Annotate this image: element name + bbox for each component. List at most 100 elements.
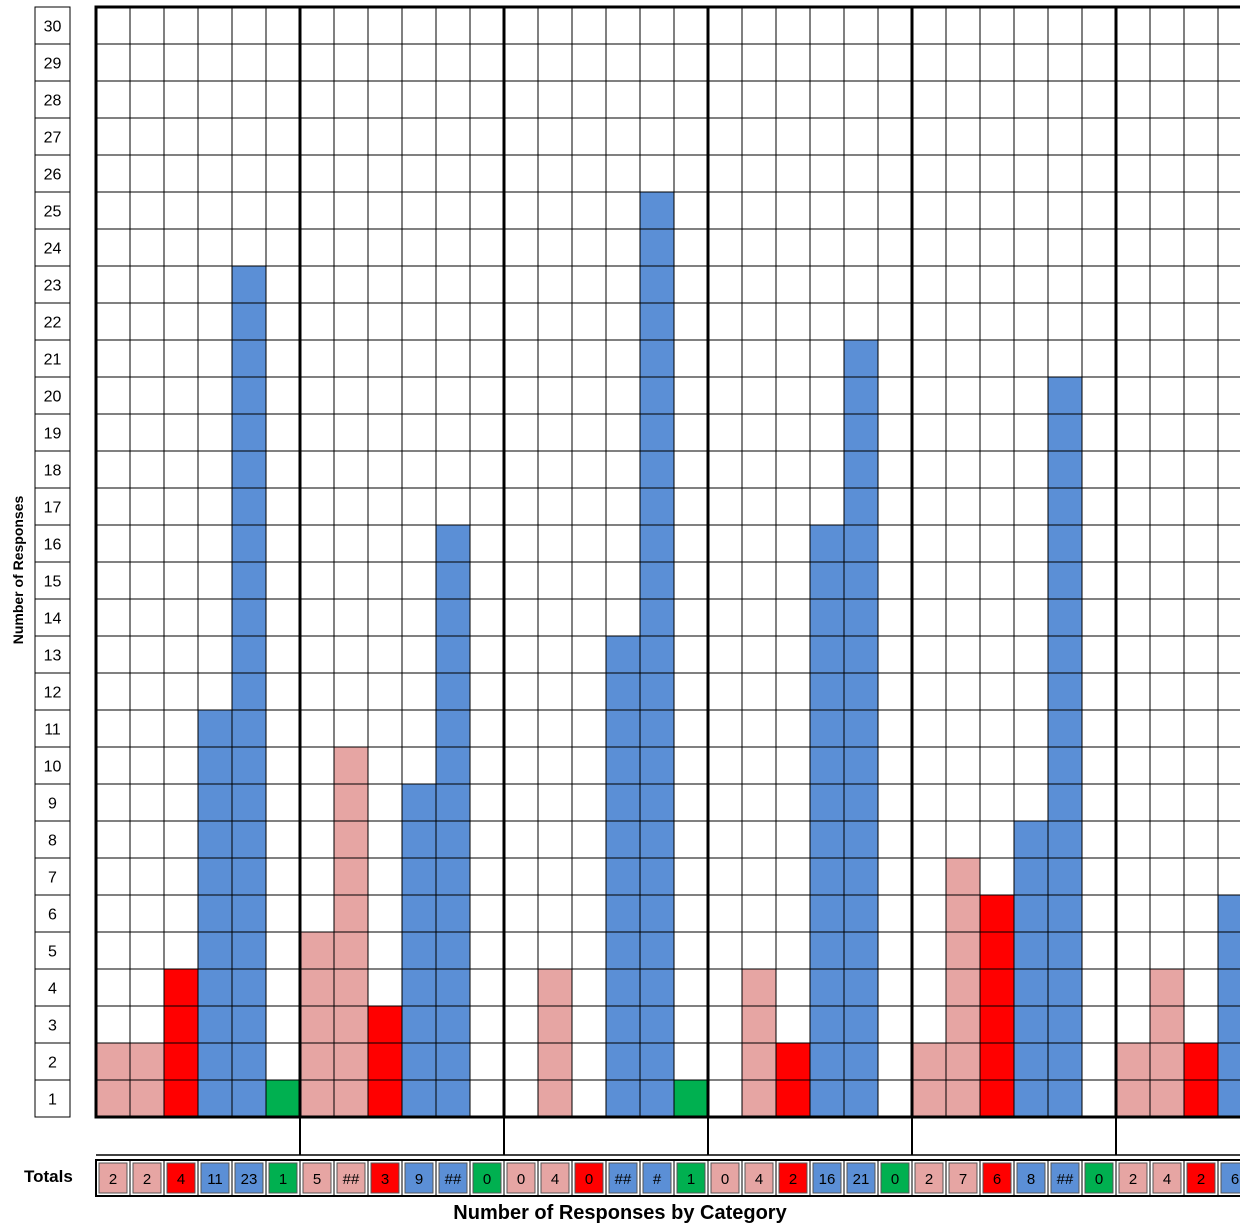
y-tick-label: 30 (44, 19, 62, 36)
y-tick-box (34, 487, 71, 526)
y-tick-box (34, 117, 71, 156)
totals-cell (778, 1162, 808, 1194)
y-tick-label: 2 (48, 1055, 57, 1072)
totals-value: 4 (1163, 1171, 1171, 1188)
totals-value: 9 (415, 1171, 423, 1188)
totals-label: Totals (24, 1167, 73, 1186)
y-tick-label: 17 (44, 500, 62, 517)
y-tick-label: 19 (44, 426, 62, 443)
y-tick-box (34, 6, 71, 45)
totals-cell (200, 1162, 230, 1194)
y-tick-label: 9 (48, 796, 57, 813)
totals-cell (336, 1162, 366, 1194)
y-tick-label: 16 (44, 537, 62, 554)
totals-cell (710, 1162, 740, 1194)
y-tick-label: 22 (44, 315, 62, 332)
y-tick-label: 5 (48, 944, 57, 961)
totals-value: 3 (381, 1171, 389, 1188)
bar (299, 931, 335, 1118)
totals-cell (744, 1162, 774, 1194)
y-tick-box (34, 709, 71, 748)
bar (673, 1079, 709, 1118)
totals-value: 4 (755, 1171, 763, 1188)
totals-cell (676, 1162, 706, 1194)
totals-cell (1084, 1162, 1114, 1194)
totals-value: 21 (853, 1171, 870, 1188)
totals-value: 1 (687, 1171, 695, 1188)
totals-value: 8 (1027, 1171, 1035, 1188)
totals-value: 4 (551, 1171, 559, 1188)
y-tick-box (34, 635, 71, 674)
y-tick-box (34, 265, 71, 304)
totals-cell (642, 1162, 672, 1194)
totals-cell (540, 1162, 570, 1194)
y-tick-label: 8 (48, 833, 57, 850)
totals-cell (234, 1162, 264, 1194)
totals-value: 11 (207, 1171, 223, 1188)
y-tick-label: 1 (48, 1092, 57, 1109)
y-tick-label: 27 (44, 130, 62, 147)
totals-cell (608, 1162, 638, 1194)
bar (639, 191, 675, 1118)
y-tick-box (34, 820, 71, 859)
y-tick-box (34, 154, 71, 193)
totals-value: ## (615, 1171, 632, 1188)
y-tick-box (34, 1042, 71, 1081)
y-tick-box (34, 1005, 71, 1044)
totals-value: 2 (109, 1171, 117, 1188)
totals-cell (812, 1162, 842, 1194)
x-axis-label: Number of Responses by Category (453, 1202, 787, 1224)
bar (231, 265, 267, 1118)
y-tick-label: 15 (44, 574, 62, 591)
totals-cell (914, 1162, 944, 1194)
totals-value: ## (343, 1171, 360, 1188)
y-tick-box (34, 598, 71, 637)
y-tick-label: 13 (44, 648, 62, 665)
totals-cell (880, 1162, 910, 1194)
y-tick-box (34, 968, 71, 1007)
y-axis-label-wrap: Number of Responses (4, 470, 32, 670)
y-tick-label: 25 (44, 204, 62, 221)
totals-value: 2 (789, 1171, 797, 1188)
y-tick-label: 29 (44, 56, 62, 73)
totals-value: 2 (1129, 1171, 1137, 1188)
y-tick-label: 4 (48, 981, 57, 998)
y-tick-label: 6 (48, 907, 57, 924)
y-tick-label: 24 (44, 241, 62, 258)
totals-value: 6 (993, 1171, 1001, 1188)
totals-value: # (653, 1171, 662, 1188)
y-tick-label: 3 (48, 1018, 57, 1035)
totals-value: 7 (959, 1171, 967, 1188)
bar (401, 783, 437, 1118)
y-tick-label: 14 (44, 611, 62, 628)
totals-value: 0 (1095, 1171, 1103, 1188)
totals-value: 0 (585, 1171, 593, 1188)
y-tick-label: 11 (44, 722, 61, 739)
totals-cell (268, 1162, 298, 1194)
totals-cell (1152, 1162, 1182, 1194)
totals-value: 2 (925, 1171, 933, 1188)
y-tick-label: 10 (44, 759, 62, 776)
totals-value: 5 (313, 1171, 321, 1188)
y-tick-label: 28 (44, 93, 62, 110)
y-tick-box (34, 339, 71, 378)
totals-cell (574, 1162, 604, 1194)
totals-value: 2 (143, 1171, 151, 1188)
bar (605, 635, 641, 1118)
totals-cell (948, 1162, 978, 1194)
totals-cell (1220, 1162, 1240, 1194)
totals-cell (404, 1162, 434, 1194)
totals-value: ## (445, 1171, 462, 1188)
totals-cell (506, 1162, 536, 1194)
bar (945, 857, 981, 1118)
y-tick-label: 18 (44, 463, 62, 480)
y-tick-box (34, 746, 71, 785)
totals-cell (982, 1162, 1012, 1194)
totals-cell (302, 1162, 332, 1194)
bar (197, 709, 233, 1118)
y-axis-label: Number of Responses (10, 495, 26, 645)
totals-cell (438, 1162, 468, 1194)
totals-value: 0 (483, 1171, 491, 1188)
